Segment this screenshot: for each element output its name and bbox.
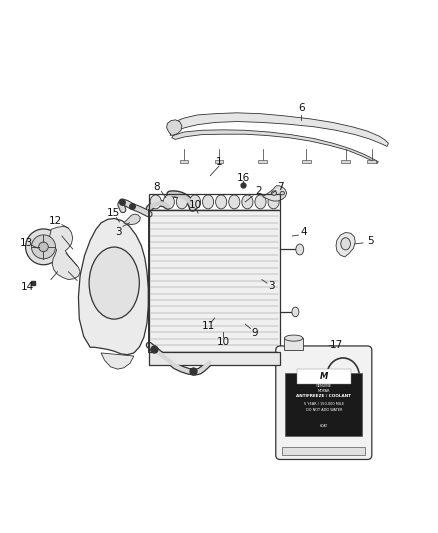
Text: GENUINE
MOPAR: GENUINE MOPAR <box>316 384 332 392</box>
Ellipse shape <box>280 191 285 195</box>
Ellipse shape <box>341 238 350 250</box>
Text: 3: 3 <box>268 281 275 291</box>
Bar <box>215 159 223 163</box>
Text: 5: 5 <box>367 236 374 246</box>
Text: 17: 17 <box>330 340 343 350</box>
Ellipse shape <box>215 195 227 209</box>
Ellipse shape <box>177 195 187 209</box>
Bar <box>297 369 351 384</box>
Bar <box>149 352 280 365</box>
Text: 10: 10 <box>188 199 201 209</box>
Ellipse shape <box>255 195 266 209</box>
Text: 3: 3 <box>115 227 122 237</box>
Bar <box>283 447 365 455</box>
Text: 4: 4 <box>301 228 307 237</box>
Bar <box>341 159 350 163</box>
Text: 9: 9 <box>251 328 258 338</box>
Text: DO NOT ADD WATER: DO NOT ADD WATER <box>306 408 342 412</box>
Bar <box>286 374 362 436</box>
Text: 16: 16 <box>237 173 250 183</box>
Ellipse shape <box>163 195 174 209</box>
Ellipse shape <box>25 229 61 265</box>
Text: 6: 6 <box>298 103 304 114</box>
Ellipse shape <box>292 307 299 317</box>
Ellipse shape <box>89 247 139 319</box>
Text: M: M <box>320 372 328 381</box>
Text: 1: 1 <box>215 157 223 167</box>
Ellipse shape <box>229 195 240 209</box>
Text: 13: 13 <box>19 238 33 248</box>
Text: 8: 8 <box>154 182 160 192</box>
Ellipse shape <box>285 335 303 341</box>
Bar <box>180 159 188 163</box>
Text: 10: 10 <box>217 337 230 348</box>
Bar <box>258 159 267 163</box>
Ellipse shape <box>268 195 279 209</box>
Ellipse shape <box>39 242 48 252</box>
Bar <box>285 338 303 350</box>
Ellipse shape <box>242 195 253 209</box>
Polygon shape <box>49 227 80 280</box>
Ellipse shape <box>202 195 214 209</box>
Text: ANTIFREEZE / COOLANT: ANTIFREEZE / COOLANT <box>296 394 351 399</box>
Text: 7: 7 <box>277 182 283 192</box>
Ellipse shape <box>189 195 201 209</box>
Text: 2: 2 <box>255 187 261 196</box>
Text: 14: 14 <box>21 281 35 292</box>
FancyBboxPatch shape <box>276 346 372 459</box>
Ellipse shape <box>32 235 56 259</box>
Polygon shape <box>170 113 389 147</box>
Polygon shape <box>336 232 355 257</box>
Ellipse shape <box>150 195 161 209</box>
Text: 12: 12 <box>49 216 62 225</box>
Polygon shape <box>124 214 141 224</box>
Text: 5 YEAR / 150,000 MILE: 5 YEAR / 150,000 MILE <box>304 402 344 406</box>
Bar <box>302 159 311 163</box>
Text: 11: 11 <box>201 321 215 331</box>
Text: HOAT: HOAT <box>320 424 328 428</box>
Polygon shape <box>263 185 287 201</box>
Bar <box>367 159 376 163</box>
Polygon shape <box>172 130 378 164</box>
Polygon shape <box>101 353 134 369</box>
Ellipse shape <box>296 244 304 255</box>
Bar <box>149 195 280 210</box>
Text: 15: 15 <box>107 208 120 218</box>
Ellipse shape <box>272 191 277 195</box>
Polygon shape <box>78 219 148 354</box>
Polygon shape <box>166 120 182 135</box>
Bar <box>149 210 280 352</box>
